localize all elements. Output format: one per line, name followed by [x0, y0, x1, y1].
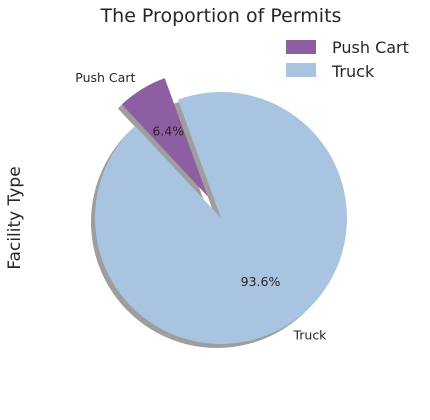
pie-slice-push-cart: [121, 78, 208, 197]
legend-label-truck: Truck: [331, 62, 375, 81]
slice-label-push-cart: Push Cart: [75, 70, 135, 85]
slice-label-truck: Truck: [292, 328, 327, 343]
y-axis-label: Facility Type: [5, 166, 25, 269]
percent-label-push-cart: 6.4%: [152, 124, 184, 139]
slice-layer: [95, 78, 347, 345]
label-layer: Push Cart 6.4% Truck 93.6%: [75, 70, 327, 343]
percent-label-truck: 93.6%: [241, 274, 281, 289]
legend-swatch-push-cart: [286, 40, 316, 54]
legend-swatch-truck: [286, 63, 316, 77]
chart-title: The Proportion of Permits: [100, 5, 342, 27]
legend: Push Cart Truck: [286, 38, 409, 81]
legend-label-push-cart: Push Cart: [332, 38, 409, 57]
pie-slice-truck: [95, 92, 347, 345]
